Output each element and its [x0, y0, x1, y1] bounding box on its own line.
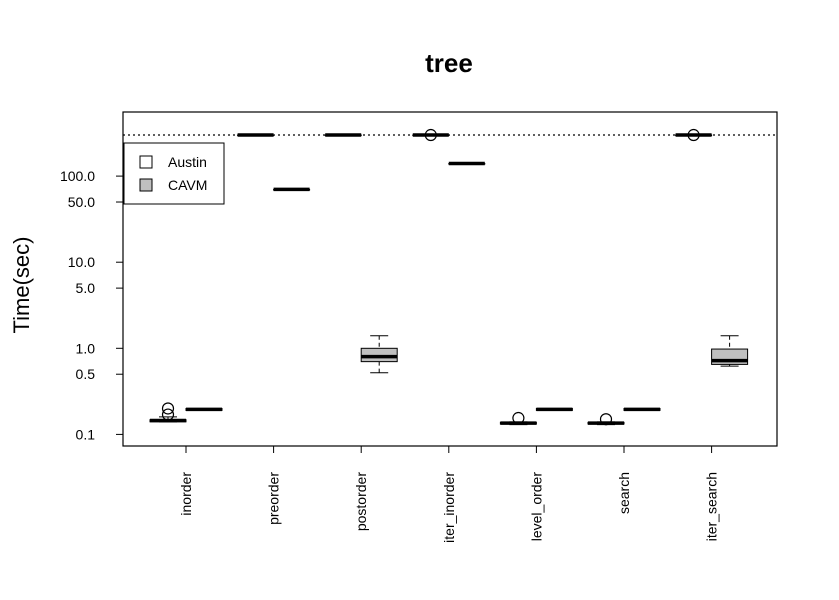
- x-tick-label: search: [616, 472, 632, 514]
- box-cavm-level_order: [535, 407, 573, 412]
- box-cavm-inorder: [185, 407, 223, 412]
- x-tick-label: inorder: [178, 472, 194, 516]
- legend-label-austin: Austin: [168, 154, 207, 170]
- y-tick-label: 0.5: [76, 366, 96, 382]
- x-tick-label: postorder: [353, 472, 369, 531]
- x-tick-label: level_order: [528, 472, 544, 542]
- box-austin-inorder: [149, 402, 187, 423]
- outlier-point: [424, 128, 437, 142]
- box-cavm-postorder: [360, 335, 398, 374]
- y-tick-label: 0.1: [76, 426, 96, 442]
- outlier-point: [161, 402, 175, 415]
- box-cavm-search: [623, 407, 661, 412]
- box-series: [149, 128, 749, 426]
- box-austin-iter_search: [675, 128, 713, 142]
- legend-label-cavm: CAVM: [168, 177, 207, 193]
- y-tick-label: 100.0: [60, 168, 95, 184]
- x-axis: inorder preorder postorder iter_inorder leve…: [178, 445, 720, 543]
- box-austin-iter_inorder: [412, 128, 450, 142]
- outlier-point: [161, 408, 175, 421]
- box-cavm-preorder: [273, 187, 311, 192]
- box-cavm-iter_inorder: [448, 161, 486, 166]
- box-austin-level_order: [499, 411, 537, 426]
- outlier-point: [599, 413, 613, 426]
- legend-swatch-cavm: [139, 178, 153, 192]
- legend-swatch-austin: [139, 155, 153, 169]
- box-cavm-iter_search: [711, 335, 749, 367]
- x-tick-label: preorder: [266, 472, 282, 525]
- box-austin-search: [587, 413, 625, 426]
- box-austin-preorder: [237, 133, 275, 137]
- box-austin-postorder: [324, 133, 362, 137]
- y-tick-label: 1.0: [76, 340, 96, 356]
- outlier-point: [512, 411, 525, 425]
- outlier-point: [687, 128, 700, 142]
- x-tick-label: iter_search: [704, 472, 720, 541]
- legend-box: [123, 142, 225, 205]
- y-tick-label: 10.0: [68, 254, 95, 270]
- legend: Austin CAVM: [123, 142, 225, 205]
- x-tick-label: iter_inorder: [441, 472, 457, 543]
- y-axis: 0.1 0.5 1.0 5.0 10.0 50.0 100.0: [60, 168, 124, 442]
- chart-title: tree: [425, 48, 473, 78]
- y-tick-label: 5.0: [76, 280, 96, 296]
- y-tick-label: 50.0: [68, 194, 95, 210]
- y-axis-label: Time(sec): [9, 237, 34, 334]
